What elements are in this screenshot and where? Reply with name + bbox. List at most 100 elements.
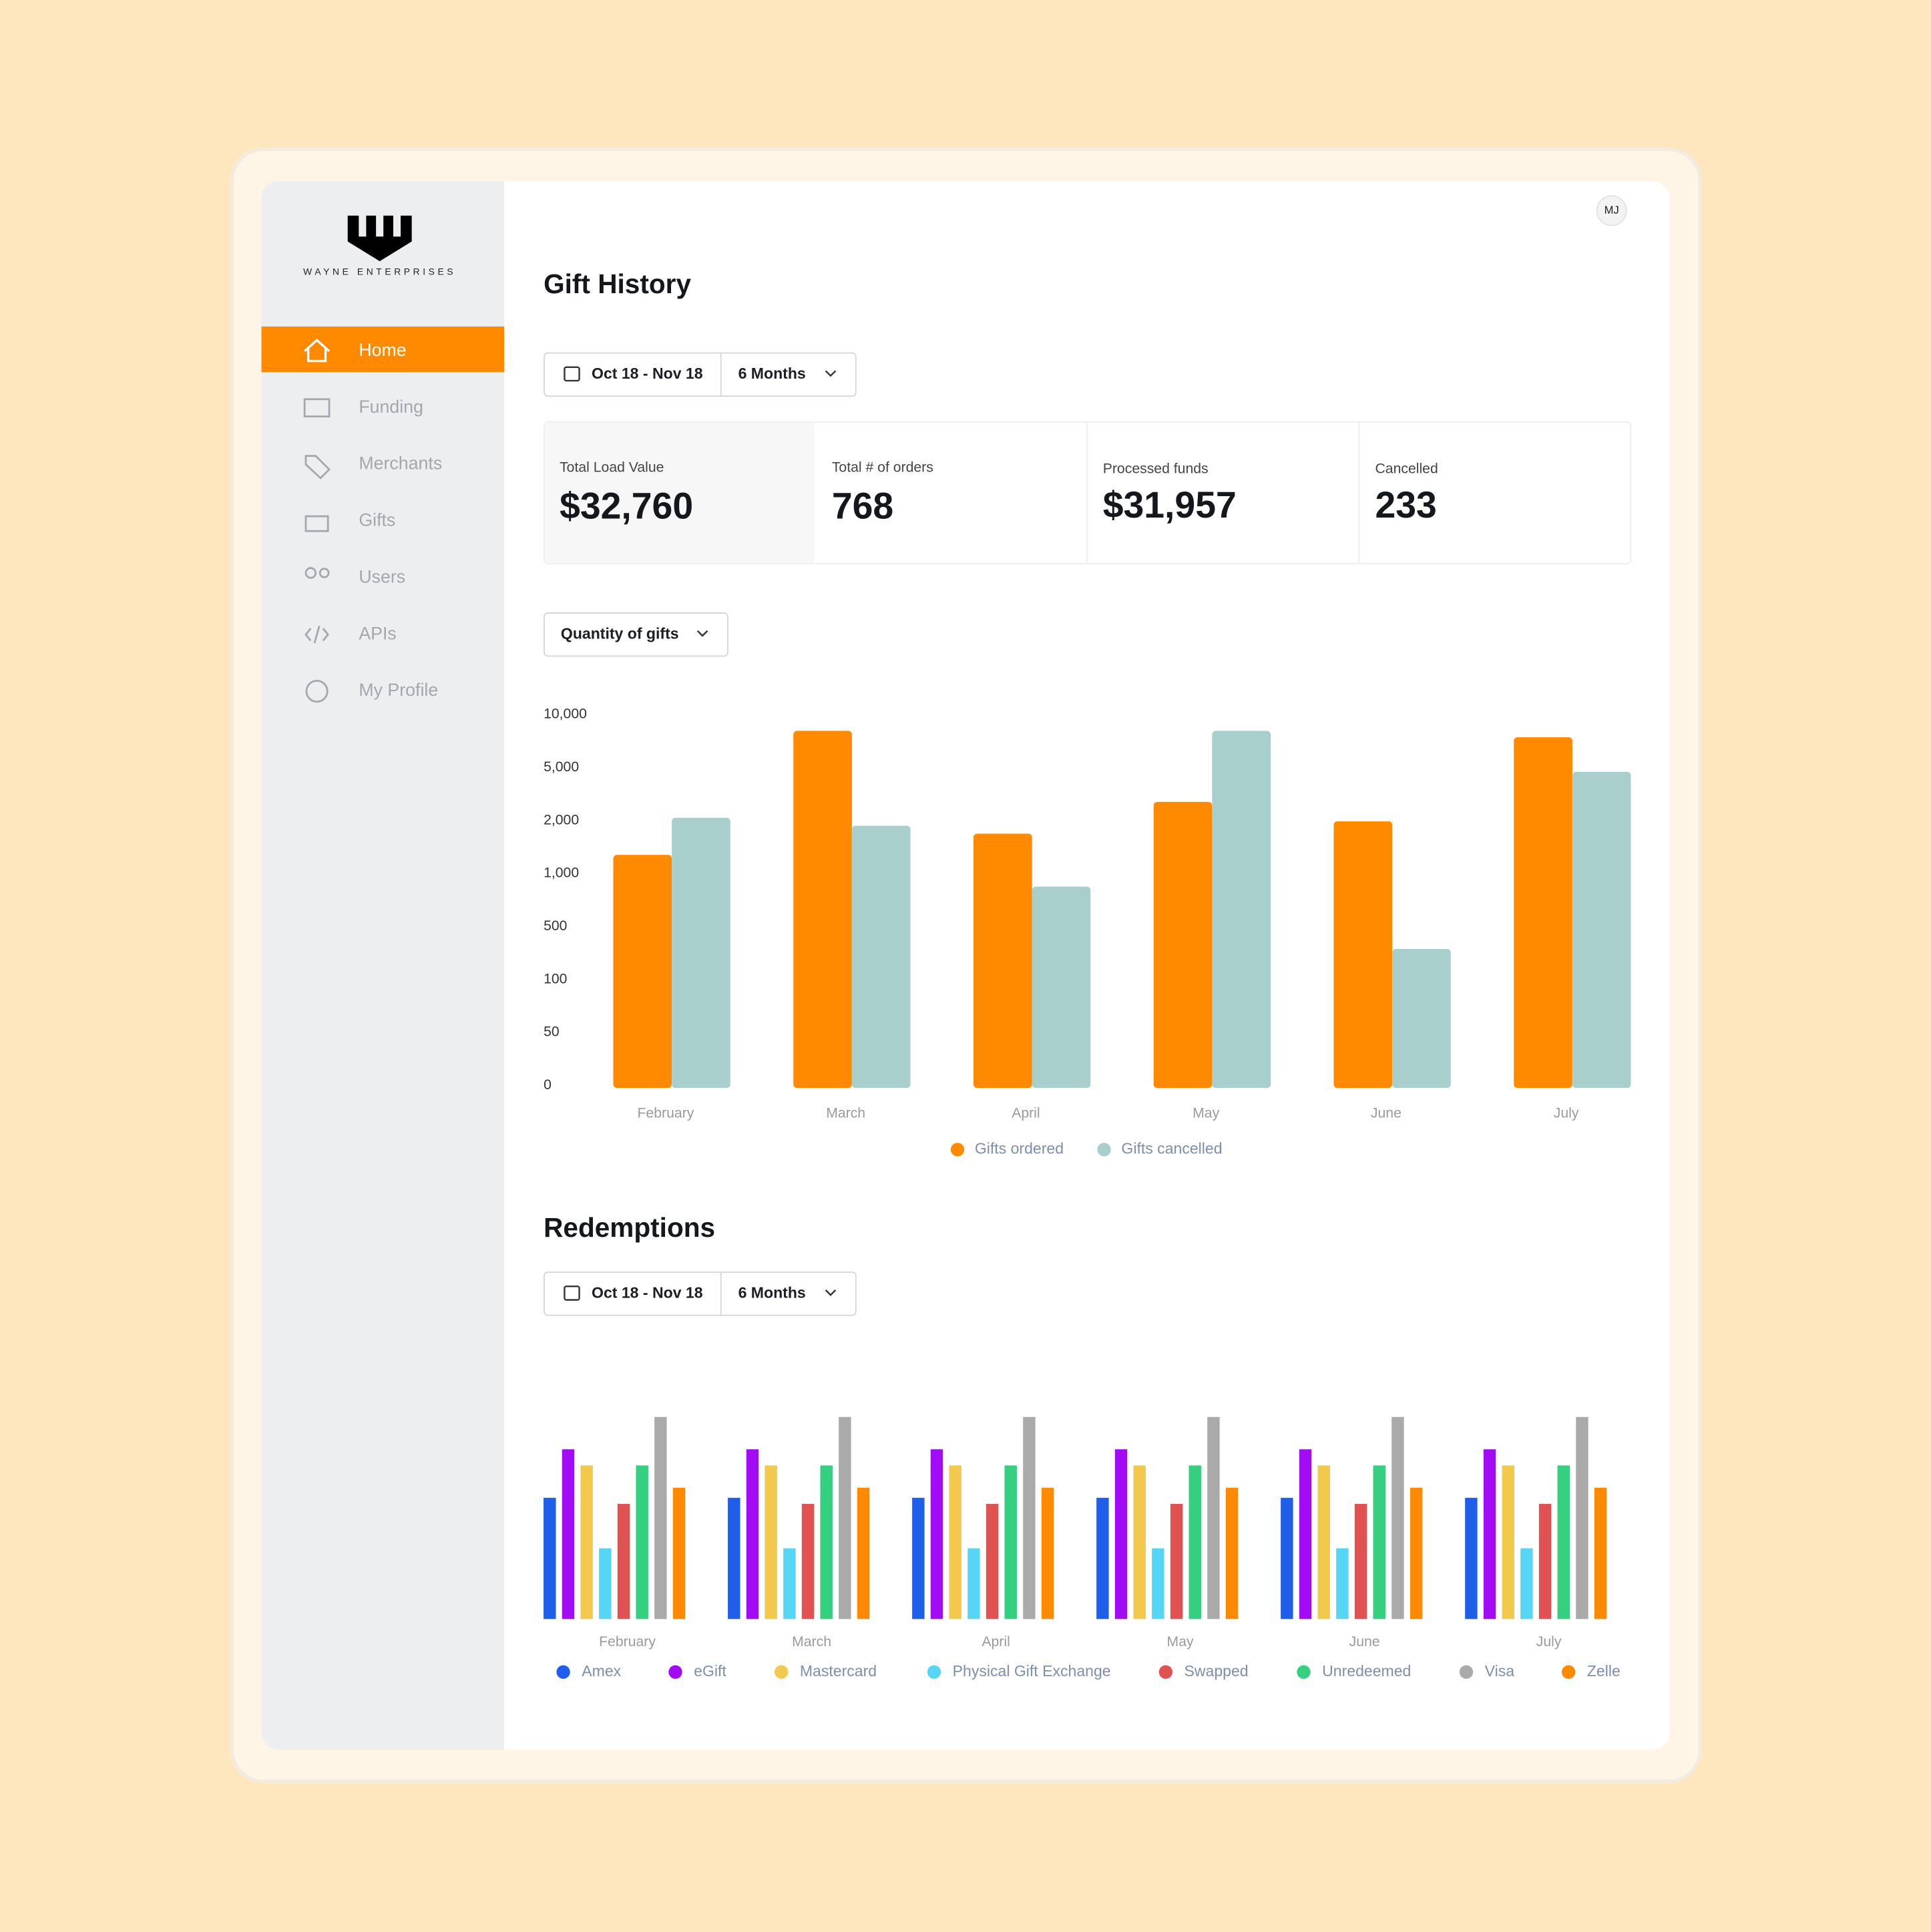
x-tick-label: February [637, 1106, 694, 1121]
x-tick-label: June [1371, 1106, 1402, 1121]
nav-item[interactable]: My Profile [359, 680, 438, 700]
x-tick-label: July [1536, 1634, 1562, 1650]
y-tick-label: 10,000 [544, 707, 587, 722]
bar [1041, 1487, 1054, 1619]
section-title: Gift History [544, 268, 691, 299]
calendar-icon [564, 1286, 580, 1301]
bar [765, 1465, 777, 1619]
y-tick-label: 1,000 [544, 865, 579, 881]
stat-value: $31,957 [1103, 484, 1237, 526]
chevron [825, 1289, 837, 1296]
stat-value: $32,760 [560, 486, 693, 527]
stat-label: Total Load Value [560, 460, 664, 475]
bar [801, 1503, 815, 1619]
bar [1207, 1416, 1220, 1619]
bar [1520, 1548, 1533, 1619]
bar [930, 1449, 943, 1619]
stat-value: 768 [832, 486, 893, 527]
bar [1557, 1465, 1570, 1619]
nav-active[interactable] [261, 326, 505, 373]
bar [1333, 821, 1393, 1089]
avatar-initials: MJ [1604, 204, 1619, 216]
date-range[interactable]: Oct 18 - Nov 18 [592, 1284, 703, 1301]
bar [599, 1548, 612, 1619]
legend-label: Swapped [1184, 1662, 1248, 1680]
bar [1170, 1503, 1183, 1619]
legend-label: Gifts cancelled [1121, 1140, 1222, 1157]
section-title: Redemptions [544, 1212, 715, 1243]
home-icon [304, 338, 331, 363]
period-select[interactable]: 6 Months [738, 365, 806, 382]
calendar-icon [564, 366, 580, 382]
nav-item[interactable]: Gifts [359, 510, 395, 530]
bar [1392, 948, 1451, 1089]
legend-label: Amex [582, 1662, 621, 1680]
nav-item[interactable]: Funding [359, 397, 423, 417]
stat-cell-active [544, 422, 815, 564]
y-tick-label: 5,000 [544, 759, 579, 775]
bar [1189, 1465, 1201, 1619]
merchants-icon [304, 455, 331, 479]
bar [949, 1465, 961, 1619]
bar [654, 1416, 667, 1619]
gifts-icon [304, 515, 329, 532]
chevron [696, 630, 708, 637]
nav-item[interactable]: APIs [359, 623, 397, 643]
stat-label: Processed funds [1103, 461, 1209, 477]
avatar[interactable] [1596, 195, 1627, 226]
bar [793, 731, 852, 1089]
period-select[interactable]: 6 Months [738, 1284, 806, 1301]
metric-select[interactable] [544, 612, 728, 657]
bar [1391, 1416, 1404, 1619]
bar [783, 1548, 796, 1619]
legend-swatch [668, 1665, 682, 1679]
bar [1152, 1548, 1164, 1619]
app-window [261, 181, 1670, 1750]
bar [1594, 1487, 1607, 1619]
metric-label[interactable]: Quantity of gifts [561, 624, 679, 642]
bar [986, 1503, 999, 1619]
bar [672, 817, 730, 1089]
bar [580, 1465, 593, 1619]
users-icon [318, 568, 330, 578]
bar [562, 1449, 575, 1619]
y-tick-label: 0 [544, 1077, 552, 1093]
bar [857, 1487, 870, 1619]
date-range[interactable]: Oct 18 - Nov 18 [592, 365, 703, 382]
stat-label: Total # of orders [832, 460, 933, 475]
bar [973, 833, 1032, 1089]
legend-label: Physical Gift Exchange [953, 1662, 1111, 1680]
logo-text: WAYNE ENTERPRISES [303, 266, 456, 276]
nav-item[interactable]: Users [359, 566, 405, 586]
bar [839, 1416, 851, 1619]
legend-swatch [1561, 1665, 1576, 1679]
bar [1225, 1487, 1239, 1619]
bar [1354, 1503, 1367, 1619]
bar [968, 1548, 980, 1619]
legend-label: Gifts ordered [975, 1140, 1064, 1157]
sidebar [261, 181, 505, 1750]
bar [1483, 1449, 1496, 1619]
stat-label: Cancelled [1375, 461, 1438, 477]
bar [1514, 737, 1572, 1089]
bar [1465, 1497, 1478, 1619]
x-tick-label: March [792, 1634, 831, 1650]
profile-icon [305, 679, 329, 703]
nav-item[interactable]: Merchants [359, 453, 442, 473]
legend-swatch [950, 1143, 965, 1157]
nav-item[interactable]: Home [359, 340, 406, 360]
bar [1502, 1465, 1514, 1619]
date-picker[interactable] [544, 352, 857, 397]
stat-value: 233 [1375, 484, 1436, 526]
logo [347, 215, 412, 262]
bar [1281, 1497, 1293, 1619]
users-icon [304, 567, 317, 579]
date-picker[interactable] [544, 1272, 857, 1316]
x-tick-label: July [1554, 1106, 1579, 1121]
legend-label: Visa [1485, 1662, 1515, 1680]
bar [1153, 801, 1213, 1089]
chevron [825, 370, 837, 377]
bar [544, 1497, 556, 1619]
